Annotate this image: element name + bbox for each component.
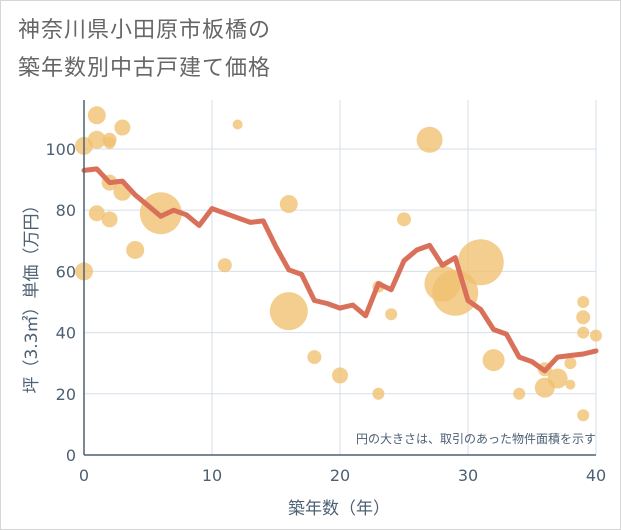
bubble-point: [233, 119, 243, 129]
bubble-point: [458, 239, 504, 285]
y-tick-label: 40: [56, 324, 76, 343]
x-tick-label: 10: [202, 466, 222, 485]
bubble-point: [577, 409, 589, 421]
bubble-point: [372, 388, 384, 400]
bubble-point: [385, 308, 397, 320]
y-tick-label: 60: [56, 262, 76, 281]
x-tick-label: 20: [330, 466, 350, 485]
bubble-point: [280, 195, 298, 213]
y-tick-label: 100: [45, 140, 76, 159]
bubble-point: [565, 380, 575, 390]
x-tick-label: 40: [586, 466, 606, 485]
bubble-point: [397, 212, 411, 226]
x-axis-title: 築年数（年）: [288, 499, 390, 519]
bubble-point: [218, 258, 232, 272]
bubble-series: [75, 106, 602, 421]
bubble-point: [114, 120, 130, 136]
bubble-point: [564, 357, 576, 369]
bubble-point: [88, 106, 106, 124]
bubble-point: [483, 349, 505, 371]
bubble-point: [307, 350, 321, 364]
y-tick-label: 80: [56, 201, 76, 220]
bubble-point: [513, 388, 525, 400]
price-chart: 0 20 40 60 80 100 0 10 20 30 40 円の大きさは、取引のあった物件面積を…: [0, 0, 621, 530]
bubble-point: [102, 211, 118, 227]
bubble-size-note: 円の大きさは、取引のあった物件面積を示す: [356, 431, 596, 446]
bubble-point: [548, 368, 568, 388]
bubble-point: [576, 310, 590, 324]
x-tick-label: 0: [79, 466, 89, 485]
bubble-point: [577, 327, 589, 339]
y-tick-label: 20: [56, 385, 76, 404]
bubble-point: [417, 127, 443, 153]
y-axis-title: 坪（3.3㎡）単価（万円）: [22, 196, 42, 393]
bubble-point: [590, 330, 602, 342]
y-tick-label: 0: [66, 446, 76, 465]
bubble-point: [332, 367, 348, 383]
bubble-point: [126, 241, 144, 259]
bubble-point: [104, 137, 116, 149]
bubble-point: [577, 296, 589, 308]
x-tick-label: 30: [458, 466, 478, 485]
grid-lines: [84, 100, 596, 455]
bubble-point: [270, 292, 308, 330]
